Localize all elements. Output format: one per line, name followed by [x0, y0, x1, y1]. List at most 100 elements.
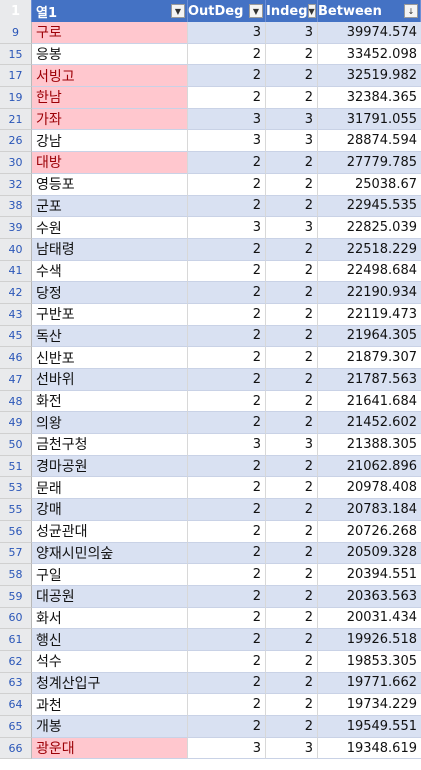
name-cell[interactable]: 남태령 — [32, 238, 188, 261]
name-cell[interactable]: 개봉 — [32, 716, 188, 738]
sort-descending-icon[interactable]: ↓ — [404, 4, 418, 18]
row-number[interactable]: 32 — [0, 173, 32, 196]
name-cell[interactable]: 양재시민의숲 — [32, 542, 188, 565]
outdeg-cell[interactable]: 2 — [188, 542, 266, 565]
outdeg-cell[interactable]: 2 — [188, 390, 266, 413]
between-cell[interactable]: 20363.563 — [318, 585, 421, 608]
row-number[interactable]: 21 — [0, 108, 32, 131]
indeg-cell[interactable]: 3 — [266, 108, 318, 131]
row-number[interactable]: 45 — [0, 325, 32, 348]
between-cell[interactable]: 21641.684 — [318, 391, 421, 413]
outdeg-cell[interactable]: 3 — [188, 130, 266, 153]
filter-active-icon[interactable]: ▼ — [249, 4, 263, 18]
name-cell[interactable]: 강매 — [32, 499, 188, 521]
row-number[interactable]: 26 — [0, 130, 32, 153]
name-cell[interactable]: 영등포 — [32, 173, 188, 196]
name-cell[interactable]: 과천 — [32, 694, 188, 716]
name-cell[interactable]: 대공원 — [32, 585, 188, 608]
outdeg-cell[interactable]: 2 — [188, 629, 266, 651]
indeg-cell[interactable]: 2 — [266, 173, 318, 196]
between-cell[interactable]: 22518.229 — [318, 238, 421, 261]
name-cell[interactable]: 응봉 — [32, 43, 188, 66]
row-number[interactable]: 57 — [0, 542, 32, 565]
name-cell[interactable]: 서빙고 — [32, 65, 188, 88]
between-cell[interactable]: 22190.934 — [318, 282, 421, 304]
outdeg-cell[interactable]: 2 — [188, 520, 266, 543]
outdeg-cell[interactable]: 2 — [188, 564, 266, 586]
outdeg-cell[interactable]: 2 — [188, 455, 266, 478]
indeg-cell[interactable]: 3 — [266, 217, 318, 239]
row-number[interactable]: 63 — [0, 672, 32, 695]
row-number[interactable]: 39 — [0, 217, 32, 239]
outdeg-cell[interactable]: 2 — [188, 412, 266, 435]
row-number[interactable]: 58 — [0, 564, 32, 586]
name-cell[interactable]: 청계산입구 — [32, 672, 188, 695]
name-cell[interactable]: 신반포 — [32, 347, 188, 369]
name-cell[interactable]: 강남 — [32, 130, 188, 153]
between-cell[interactable]: 19348.619 — [318, 738, 421, 760]
outdeg-cell[interactable]: 2 — [188, 65, 266, 88]
name-cell[interactable]: 문래 — [32, 477, 188, 500]
indeg-cell[interactable]: 2 — [266, 585, 318, 608]
indeg-cell[interactable]: 2 — [266, 650, 318, 673]
row-number[interactable]: 43 — [0, 303, 32, 326]
outdeg-cell[interactable]: 2 — [188, 87, 266, 109]
name-cell[interactable]: 수원 — [32, 217, 188, 239]
name-cell[interactable]: 한남 — [32, 87, 188, 109]
outdeg-cell[interactable]: 3 — [188, 108, 266, 131]
row-number[interactable]: 51 — [0, 455, 32, 478]
between-cell[interactable]: 21452.602 — [318, 412, 421, 435]
indeg-cell[interactable]: 2 — [266, 325, 318, 348]
name-cell[interactable]: 구로 — [32, 22, 188, 44]
row-number[interactable]: 42 — [0, 282, 32, 304]
between-cell[interactable]: 21787.563 — [318, 369, 421, 391]
row-number[interactable]: 46 — [0, 347, 32, 369]
outdeg-cell[interactable]: 3 — [188, 217, 266, 239]
indeg-cell[interactable]: 2 — [266, 43, 318, 66]
indeg-cell[interactable]: 2 — [266, 347, 318, 369]
outdeg-cell[interactable]: 2 — [188, 499, 266, 521]
between-cell[interactable]: 33452.098 — [318, 44, 421, 66]
row-number[interactable]: 40 — [0, 238, 32, 261]
outdeg-cell[interactable]: 2 — [188, 282, 266, 304]
indeg-cell[interactable]: 2 — [266, 542, 318, 565]
between-cell[interactable]: 20509.328 — [318, 542, 421, 565]
name-cell[interactable]: 선바위 — [32, 369, 188, 391]
name-cell[interactable]: 대방 — [32, 152, 188, 174]
between-cell[interactable]: 20978.408 — [318, 477, 421, 500]
outdeg-cell[interactable]: 2 — [188, 238, 266, 261]
outdeg-cell[interactable]: 3 — [188, 22, 266, 44]
indeg-cell[interactable]: 2 — [266, 369, 318, 391]
between-cell[interactable]: 39974.574 — [318, 22, 421, 44]
indeg-cell[interactable]: 2 — [266, 412, 318, 435]
indeg-cell[interactable]: 2 — [266, 716, 318, 738]
indeg-cell[interactable]: 2 — [266, 564, 318, 586]
outdeg-cell[interactable]: 2 — [188, 716, 266, 738]
row-number[interactable]: 55 — [0, 499, 32, 521]
column-header-name[interactable]: 열1 ▼ — [32, 0, 188, 22]
outdeg-cell[interactable]: 2 — [188, 260, 266, 283]
indeg-cell[interactable]: 2 — [266, 87, 318, 109]
indeg-cell[interactable]: 3 — [266, 434, 318, 456]
row-number[interactable]: 50 — [0, 434, 32, 456]
between-cell[interactable]: 19734.229 — [318, 694, 421, 716]
row-number[interactable]: 49 — [0, 412, 32, 435]
outdeg-cell[interactable]: 2 — [188, 173, 266, 196]
indeg-cell[interactable]: 2 — [266, 65, 318, 88]
row-number[interactable]: 15 — [0, 43, 32, 66]
outdeg-cell[interactable]: 2 — [188, 650, 266, 673]
name-cell[interactable]: 광운대 — [32, 737, 188, 760]
outdeg-cell[interactable]: 2 — [188, 152, 266, 174]
indeg-cell[interactable]: 2 — [266, 520, 318, 543]
outdeg-cell[interactable]: 2 — [188, 195, 266, 218]
filter-dropdown-icon[interactable]: ▼ — [171, 4, 185, 18]
between-cell[interactable]: 32384.365 — [318, 87, 421, 109]
row-number[interactable]: 48 — [0, 390, 32, 413]
name-cell[interactable]: 당정 — [32, 282, 188, 304]
name-cell[interactable]: 석수 — [32, 650, 188, 673]
row-number[interactable]: 66 — [0, 737, 32, 760]
indeg-cell[interactable]: 2 — [266, 152, 318, 174]
row-number[interactable]: 9 — [0, 22, 32, 44]
row-number[interactable]: 62 — [0, 650, 32, 673]
name-cell[interactable]: 수색 — [32, 260, 188, 283]
